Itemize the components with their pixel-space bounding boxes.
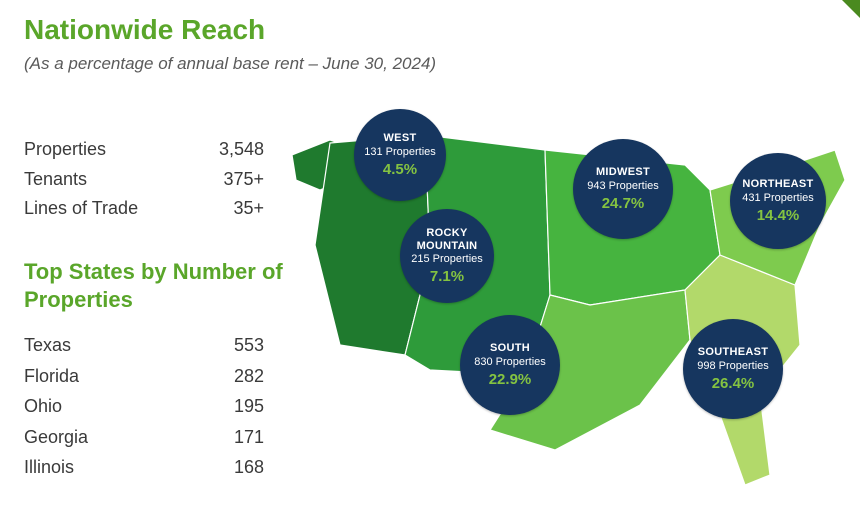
- stat-value: 35+: [233, 194, 264, 224]
- stat-label: Lines of Trade: [24, 194, 138, 224]
- bubble-name: WEST: [384, 132, 417, 145]
- bubble-name: ROCKY MOUNTAIN: [400, 227, 494, 252]
- bubble-name: NORTHEAST: [742, 178, 813, 191]
- stat-label: Properties: [24, 135, 106, 165]
- bubble-pct: 26.4%: [712, 375, 755, 392]
- bubble-pct: 22.9%: [489, 371, 532, 388]
- state-name: Ohio: [24, 391, 62, 422]
- stat-value: 375+: [223, 165, 264, 195]
- page-title: Nationwide Reach: [24, 14, 265, 46]
- state-count: 282: [234, 361, 264, 392]
- summary-stats: Properties 3,548 Tenants 375+ Lines of T…: [24, 135, 264, 224]
- state-row: Ohio 195: [24, 391, 264, 422]
- region-bubble-rocky_mountain: ROCKY MOUNTAIN215 Properties 7.1%: [400, 209, 494, 303]
- stat-row: Lines of Trade 35+: [24, 194, 264, 224]
- bubble-name: SOUTHEAST: [698, 346, 769, 359]
- bubble-props: 431 Properties: [742, 192, 814, 205]
- state-name: Florida: [24, 361, 79, 392]
- page: Nationwide Reach (As a percentage of ann…: [0, 0, 860, 510]
- region-bubble-south: SOUTH830 Properties 22.9%: [460, 315, 560, 415]
- stat-label: Tenants: [24, 165, 87, 195]
- state-name: Georgia: [24, 422, 88, 453]
- bubble-props: 943 Properties: [587, 180, 659, 193]
- region-bubble-northeast: NORTHEAST431 Properties 14.4%: [730, 153, 826, 249]
- region-bubble-west: WEST131 Properties 4.5%: [354, 109, 446, 201]
- bubble-name: SOUTH: [490, 342, 530, 355]
- state-count: 168: [234, 452, 264, 483]
- state-name: Texas: [24, 330, 71, 361]
- bubble-pct: 24.7%: [602, 195, 645, 212]
- bubble-props: 998 Properties: [697, 360, 769, 373]
- bubble-pct: 7.1%: [430, 268, 464, 285]
- stat-value: 3,548: [219, 135, 264, 165]
- bubble-props: 215 Properties: [411, 253, 483, 266]
- state-count: 195: [234, 391, 264, 422]
- bubble-pct: 14.4%: [757, 207, 800, 224]
- state-count: 171: [234, 422, 264, 453]
- bubble-name: MIDWEST: [596, 166, 650, 179]
- us-map: WEST131 Properties 4.5% ROCKY MOUNTAIN215 …: [290, 95, 850, 495]
- state-name: Illinois: [24, 452, 74, 483]
- state-count: 553: [234, 330, 264, 361]
- region-bubble-midwest: MIDWEST943 Properties 24.7%: [573, 139, 673, 239]
- stat-row: Properties 3,548: [24, 135, 264, 165]
- bubble-props: 830 Properties: [474, 356, 546, 369]
- top-states-list: Texas 553 Florida 282 Ohio 195 Georgia 171 I…: [24, 330, 264, 483]
- bubble-props: 131 Properties: [364, 146, 436, 159]
- state-row: Texas 553: [24, 330, 264, 361]
- state-row: Illinois 168: [24, 452, 264, 483]
- bubble-pct: 4.5%: [383, 161, 417, 178]
- region-bubble-southeast: SOUTHEAST998 Properties 26.4%: [683, 319, 783, 419]
- state-row: Florida 282: [24, 361, 264, 392]
- top-states-heading: Top States by Number of Properties: [24, 258, 284, 313]
- stat-row: Tenants 375+: [24, 165, 264, 195]
- page-subtitle: (As a percentage of annual base rent – J…: [24, 54, 436, 74]
- state-row: Georgia 171: [24, 422, 264, 453]
- corner-accent: [842, 0, 860, 18]
